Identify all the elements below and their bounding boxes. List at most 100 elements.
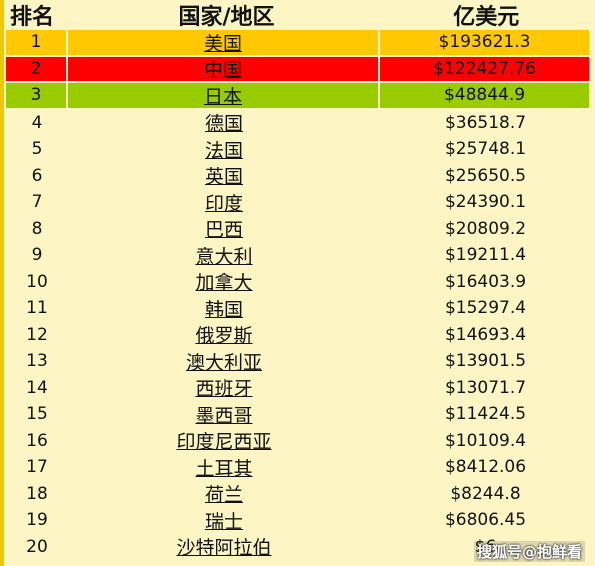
country-cell: 加拿大 xyxy=(68,269,380,296)
value-cell: $10109.4 xyxy=(444,430,527,451)
table-row: 6 英国 $25650.5 xyxy=(6,163,591,190)
rank-cell: 2 xyxy=(6,56,68,83)
rank-cell: 5 xyxy=(31,139,43,160)
country-link[interactable]: 西班牙 xyxy=(195,378,253,401)
value-cell: $8244.8 xyxy=(450,483,521,504)
value-cell: $36518.7 xyxy=(444,112,527,133)
country-link[interactable]: 德国 xyxy=(204,113,243,136)
table-row: 5 法国 $25748.1 xyxy=(6,136,591,163)
country-link[interactable]: 日本 xyxy=(203,85,242,108)
country-link[interactable]: 俄罗斯 xyxy=(195,325,253,348)
table-row: 3 日本 $48844.9 xyxy=(6,83,591,110)
country-cell: 澳大利亚 xyxy=(68,348,380,375)
header-country: 国家/地区 xyxy=(178,5,275,30)
country-link[interactable]: 墨西哥 xyxy=(195,404,253,427)
country-cell: 瑞士 xyxy=(68,507,380,534)
table-row: 19 瑞士 $6806.45 xyxy=(6,507,591,534)
value-cell: $11424.5 xyxy=(444,404,527,425)
rank-cell: 14 xyxy=(26,377,48,398)
country-cell: 俄罗斯 xyxy=(68,322,380,349)
country-link[interactable]: 印度 xyxy=(204,192,243,215)
country-cell: 英国 xyxy=(68,163,380,190)
rank-cell: 6 xyxy=(31,165,43,186)
watermark: 搜狐号@抱鲜看 xyxy=(473,541,585,562)
rank-cell: 4 xyxy=(31,112,43,133)
table-row: 13 澳大利亚 $13901.5 xyxy=(6,348,591,375)
table-row: 15 墨西哥 $11424.5 xyxy=(6,401,591,428)
rank-cell: 11 xyxy=(26,298,48,319)
table-row: 14 西班牙 $13071.7 xyxy=(6,375,591,402)
country-link[interactable]: 巴西 xyxy=(204,219,243,242)
country-cell: 德国 xyxy=(68,110,380,137)
rank-cell: 20 xyxy=(26,536,48,557)
rank-cell: 17 xyxy=(26,457,48,478)
value-cell: $25650.5 xyxy=(444,165,527,186)
value-cell: $193621.3 xyxy=(380,30,591,57)
value-cell: $25748.1 xyxy=(444,139,527,160)
country-link[interactable]: 意大利 xyxy=(195,245,253,268)
country-cell: 意大利 xyxy=(68,242,380,269)
table-row: 8 巴西 $20809.2 xyxy=(6,216,591,243)
country-cell: 印度 xyxy=(68,189,380,216)
rank-cell: 19 xyxy=(26,510,48,531)
country-link[interactable]: 法国 xyxy=(204,139,243,162)
country-link[interactable]: 印度尼西亚 xyxy=(176,431,272,454)
country-cell: 法国 xyxy=(68,136,380,163)
value-cell: $48844.9 xyxy=(380,83,591,110)
country-cell: 韩国 xyxy=(68,295,380,322)
table-row: 2 中国 $122427.76 xyxy=(6,56,591,83)
country-cell: 巴西 xyxy=(68,216,380,243)
rank-cell: 7 xyxy=(31,192,43,213)
value-cell: $14693.4 xyxy=(444,324,527,345)
country-link[interactable]: 加拿大 xyxy=(195,272,253,295)
table-row: 16 印度尼西亚 $10109.4 xyxy=(6,428,591,455)
country-cell: 沙特阿拉伯 xyxy=(68,534,380,561)
country-link[interactable]: 美国 xyxy=(203,32,242,55)
rank-cell: 15 xyxy=(26,404,48,425)
country-link[interactable]: 土耳其 xyxy=(195,457,253,480)
value-cell: $6 xyxy=(474,536,497,557)
country-link[interactable]: 沙特阿拉伯 xyxy=(176,537,272,560)
rank-cell: 16 xyxy=(26,430,48,451)
table-row: 7 印度 $24390.1 xyxy=(6,189,591,216)
rank-cell: 8 xyxy=(31,218,43,239)
rank-cell: 1 xyxy=(6,30,68,57)
country-link[interactable]: 荷兰 xyxy=(204,484,243,507)
table-row: 18 荷兰 $8244.8 xyxy=(6,481,591,508)
rank-cell: 13 xyxy=(26,351,48,372)
value-cell: $13071.7 xyxy=(444,377,527,398)
rank-cell: 18 xyxy=(26,483,48,504)
rank-cell: 12 xyxy=(26,324,48,345)
table-row: 1 美国 $193621.3 xyxy=(6,30,591,57)
value-cell: $6806.45 xyxy=(444,510,527,531)
country-cell: 印度尼西亚 xyxy=(68,428,380,455)
rank-cell: 10 xyxy=(26,271,48,292)
ranking-table: 排名 国家/地区 亿美元 1 美国 $193621.3 2 中国 $122427.76 3 日… xyxy=(6,0,591,560)
table-row: 20 沙特阿拉伯 $6 xyxy=(6,534,591,561)
country-link[interactable]: 澳大利亚 xyxy=(185,351,262,374)
table-row: 11 韩国 $15297.4 xyxy=(6,295,591,322)
table-body: 1 美国 $193621.3 2 中国 $122427.76 3 日本 $48844.9 4 德国 $… xyxy=(6,30,591,560)
country-link[interactable]: 英国 xyxy=(204,166,243,189)
country-link[interactable]: 中国 xyxy=(203,59,242,82)
value-cell: $20809.2 xyxy=(444,218,527,239)
table-header: 排名 国家/地区 亿美元 xyxy=(6,0,591,30)
country-cell: 荷兰 xyxy=(68,481,380,508)
country-link[interactable]: 韩国 xyxy=(204,298,243,321)
country-cell: 美国 xyxy=(68,30,380,57)
header-value: 亿美元 xyxy=(453,5,520,30)
table-row: 17 土耳其 $8412.06 xyxy=(6,454,591,481)
value-cell: $19211.4 xyxy=(444,245,527,266)
value-cell: $15297.4 xyxy=(444,298,527,319)
table-row: 4 德国 $36518.7 xyxy=(6,110,591,137)
value-cell: $8412.06 xyxy=(444,457,527,478)
table-row: 10 加拿大 $16403.9 xyxy=(6,269,591,296)
country-cell: 日本 xyxy=(68,83,380,110)
value-cell: $16403.9 xyxy=(444,271,527,292)
country-cell: 中国 xyxy=(68,56,380,83)
header-rank: 排名 xyxy=(10,5,55,30)
country-link[interactable]: 瑞士 xyxy=(204,510,243,533)
value-cell: $122427.76 xyxy=(380,56,591,83)
left-accent-stripe xyxy=(0,0,4,566)
rank-cell: 3 xyxy=(6,83,68,110)
